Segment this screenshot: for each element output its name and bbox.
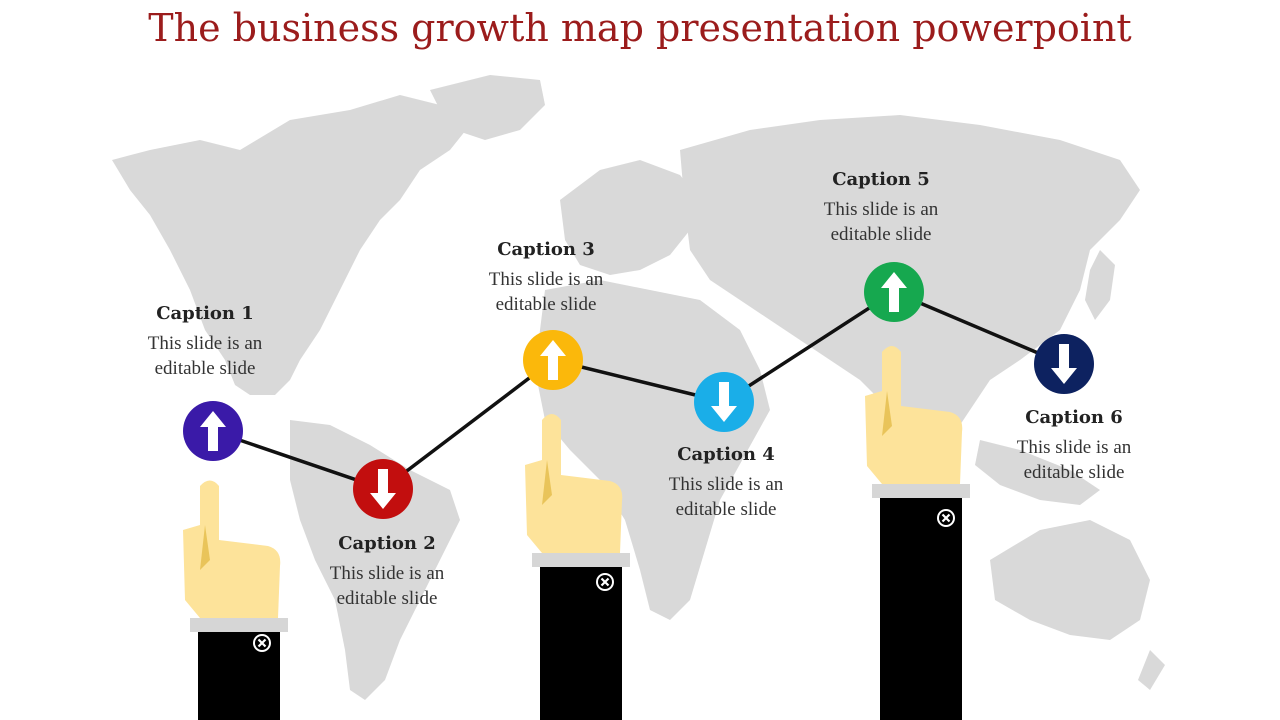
southeast-asia-shape (975, 440, 1100, 505)
caption-heading: Caption 2 (338, 533, 436, 554)
arrow-up-icon (881, 272, 907, 312)
caption-text-line-1: This slide is an (488, 269, 604, 290)
africa-shape (535, 280, 770, 620)
arrow-up-icon (540, 340, 566, 380)
step-circle-3 (523, 330, 583, 390)
step-circle-2 (353, 459, 413, 519)
step-circle-5 (864, 262, 924, 322)
arrow-down-icon (370, 469, 396, 509)
hand (183, 480, 281, 618)
caption-text-line-1: This slide is an (823, 199, 939, 220)
greenland-shape (430, 75, 545, 140)
sleeve (880, 496, 962, 720)
caption-text-line-2: editable slide (495, 294, 597, 315)
caption-text-line-1: This slide is an (1016, 437, 1132, 458)
caption-heading: Caption 5 (832, 169, 930, 190)
caption-text-line-2: editable slide (336, 588, 438, 609)
cuff (872, 484, 970, 498)
caption-text-line-1: This slide is an (329, 563, 445, 584)
slide-title: The business growth map presentation pow… (148, 6, 1132, 50)
cuff (190, 618, 288, 632)
caption-heading: Caption 4 (677, 444, 775, 465)
step-circle-6 (1034, 334, 1094, 394)
cuff-button-icon (937, 509, 955, 527)
north-america-shape (112, 95, 470, 395)
south-america-shape (290, 420, 460, 700)
arrow-down-icon (1051, 344, 1077, 384)
pointing-hand-1 (183, 480, 288, 720)
caption-heading: Caption 3 (497, 239, 595, 260)
europe-shape (560, 160, 700, 275)
hand (865, 346, 963, 484)
new-zealand-shape (1138, 650, 1165, 690)
arrow-down-icon (711, 382, 737, 422)
japan-shape (1085, 250, 1115, 320)
pointing-hand-2 (525, 414, 630, 720)
caption-text-line-2: editable slide (830, 224, 932, 245)
caption-block-6: Caption 6 This slide is an editable slide (989, 407, 1159, 485)
hand (525, 414, 623, 553)
caption-text-line-2: editable slide (1023, 462, 1125, 483)
pointing-hand-3 (865, 346, 970, 720)
caption-block-4: Caption 4 This slide is an editable slide (641, 444, 811, 522)
caption-heading: Caption 1 (156, 303, 254, 324)
caption-heading: Caption 6 (1025, 407, 1123, 428)
step-circles (183, 262, 1094, 519)
caption-text-line-2: editable slide (675, 499, 777, 520)
step-circle-4 (694, 372, 754, 432)
caption-text-line-1: This slide is an (668, 474, 784, 495)
caption-block-5: Caption 5 This slide is an editable slide (796, 169, 966, 247)
cuff-button-icon (596, 573, 614, 591)
caption-block-1: Caption 1 This slide is an editable slide (120, 303, 290, 381)
caption-text-line-2: editable slide (154, 358, 256, 379)
caption-block-2: Caption 2 This slide is an editable slide (302, 533, 472, 611)
step-circle-1 (183, 401, 243, 461)
australia-shape (990, 520, 1150, 640)
sleeve (540, 565, 622, 720)
caption-block-3: Caption 3 This slide is an editable slide (461, 239, 631, 317)
arrow-up-icon (200, 411, 226, 451)
cuff-button-icon (253, 634, 271, 652)
cuff (532, 553, 630, 567)
caption-text-line-1: This slide is an (147, 333, 263, 354)
